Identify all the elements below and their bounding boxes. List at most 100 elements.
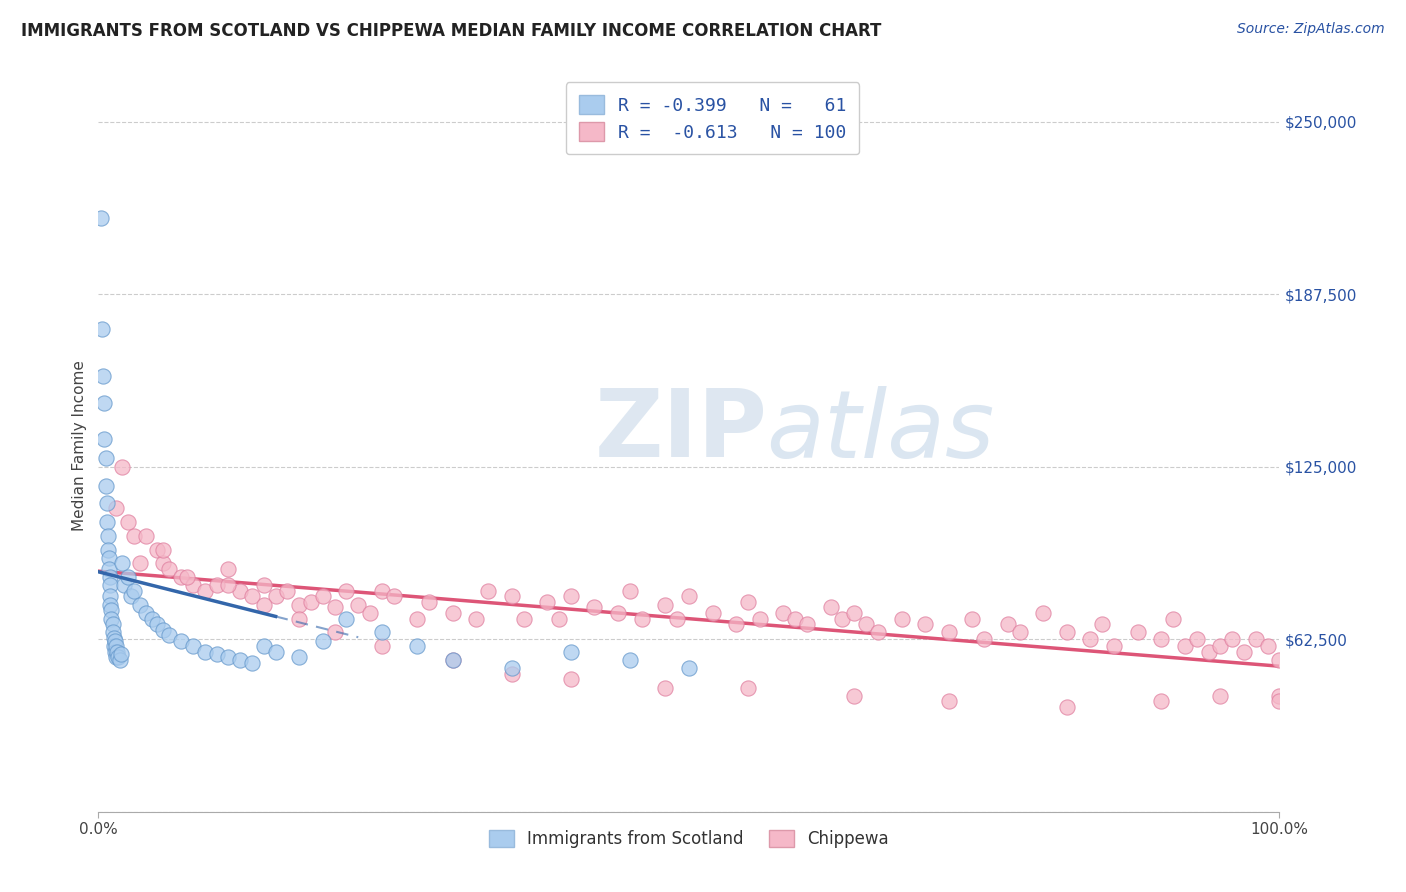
Point — [91, 321, 114, 335]
Point — [181, 578, 204, 592]
Point — [205, 578, 228, 592]
Point — [117, 515, 139, 529]
Point — [101, 617, 124, 632]
Point — [194, 583, 217, 598]
Point — [229, 583, 252, 598]
Point — [772, 606, 794, 620]
Point — [748, 611, 770, 625]
Point — [141, 611, 163, 625]
Point — [217, 562, 239, 576]
Point — [288, 650, 311, 665]
Point — [1268, 689, 1291, 703]
Point — [501, 661, 523, 675]
Point — [678, 661, 700, 675]
Point — [135, 529, 157, 543]
Point — [1126, 625, 1149, 640]
Point — [111, 459, 134, 474]
Point — [737, 681, 759, 695]
Point — [93, 432, 115, 446]
Point — [91, 368, 114, 383]
Point — [98, 590, 121, 604]
Point — [938, 694, 960, 708]
Point — [288, 611, 311, 625]
Point — [666, 611, 689, 625]
Point — [98, 598, 121, 612]
Point — [1220, 632, 1243, 647]
Point — [630, 611, 652, 625]
Point — [1174, 639, 1197, 653]
Point — [583, 600, 606, 615]
Point — [98, 570, 121, 584]
Point — [501, 666, 523, 681]
Point — [725, 617, 748, 632]
Point — [477, 583, 499, 598]
Point — [253, 598, 276, 612]
Point — [253, 639, 276, 653]
Point — [1102, 639, 1125, 653]
Point — [98, 578, 121, 592]
Point — [276, 583, 298, 598]
Point — [122, 529, 145, 543]
Point — [371, 583, 394, 598]
Point — [619, 653, 641, 667]
Point — [1056, 625, 1078, 640]
Point — [465, 611, 488, 625]
Point — [194, 645, 217, 659]
Point — [94, 479, 117, 493]
Point — [111, 557, 134, 571]
Point — [240, 590, 263, 604]
Point — [128, 557, 150, 571]
Point — [654, 681, 676, 695]
Point — [560, 590, 582, 604]
Point — [1209, 639, 1232, 653]
Point — [441, 653, 464, 667]
Point — [299, 595, 322, 609]
Point — [170, 633, 193, 648]
Point — [152, 623, 174, 637]
Point — [418, 595, 440, 609]
Point — [441, 653, 464, 667]
Point — [1209, 689, 1232, 703]
Point — [997, 617, 1019, 632]
Point — [1080, 632, 1102, 647]
Text: ZIP: ZIP — [595, 385, 768, 477]
Point — [548, 611, 571, 625]
Point — [181, 639, 204, 653]
Point — [1185, 632, 1208, 647]
Point — [100, 611, 122, 625]
Point — [1233, 645, 1256, 659]
Point — [146, 617, 169, 632]
Point — [128, 598, 150, 612]
Point — [844, 606, 866, 620]
Point — [1008, 625, 1031, 640]
Point — [105, 650, 128, 665]
Point — [844, 689, 866, 703]
Text: atlas: atlas — [766, 386, 994, 477]
Point — [654, 598, 676, 612]
Point — [264, 590, 287, 604]
Point — [406, 639, 429, 653]
Point — [98, 562, 121, 576]
Point — [536, 595, 558, 609]
Point — [112, 578, 135, 592]
Point — [1257, 639, 1279, 653]
Point — [1161, 611, 1184, 625]
Point — [560, 645, 582, 659]
Point — [288, 598, 311, 612]
Point — [176, 570, 198, 584]
Point — [98, 550, 121, 565]
Point — [406, 611, 429, 625]
Point — [146, 542, 169, 557]
Point — [108, 653, 131, 667]
Point — [312, 633, 335, 648]
Point — [94, 451, 117, 466]
Point — [107, 650, 129, 665]
Point — [217, 650, 239, 665]
Point — [157, 562, 180, 576]
Point — [96, 515, 118, 529]
Point — [157, 628, 180, 642]
Point — [1198, 645, 1220, 659]
Point — [890, 611, 912, 625]
Point — [229, 653, 252, 667]
Point — [973, 632, 995, 647]
